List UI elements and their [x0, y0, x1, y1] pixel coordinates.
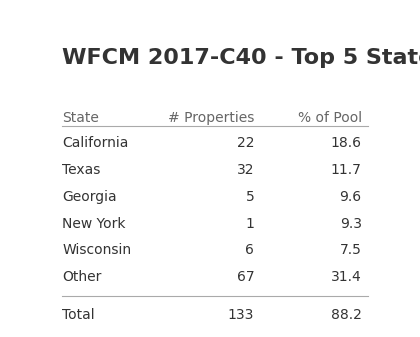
Text: 11.7: 11.7 — [331, 163, 362, 177]
Text: 1: 1 — [245, 217, 255, 231]
Text: California: California — [62, 136, 129, 150]
Text: 7.5: 7.5 — [340, 243, 362, 257]
Text: # Properties: # Properties — [168, 111, 255, 124]
Text: 22: 22 — [237, 136, 255, 150]
Text: Texas: Texas — [62, 163, 101, 177]
Text: Total: Total — [62, 308, 95, 323]
Text: 18.6: 18.6 — [331, 136, 362, 150]
Text: 133: 133 — [228, 308, 255, 323]
Text: 31.4: 31.4 — [331, 270, 362, 284]
Text: Georgia: Georgia — [62, 190, 117, 204]
Text: 32: 32 — [237, 163, 255, 177]
Text: 6: 6 — [245, 243, 255, 257]
Text: Other: Other — [62, 270, 102, 284]
Text: 67: 67 — [237, 270, 255, 284]
Text: 9.6: 9.6 — [340, 190, 362, 204]
Text: State: State — [62, 111, 99, 124]
Text: % of Pool: % of Pool — [298, 111, 362, 124]
Text: New York: New York — [62, 217, 126, 231]
Text: 5: 5 — [246, 190, 255, 204]
Text: 88.2: 88.2 — [331, 308, 362, 323]
Text: 9.3: 9.3 — [340, 217, 362, 231]
Text: WFCM 2017-C40 - Top 5 States: WFCM 2017-C40 - Top 5 States — [62, 48, 420, 68]
Text: Wisconsin: Wisconsin — [62, 243, 131, 257]
